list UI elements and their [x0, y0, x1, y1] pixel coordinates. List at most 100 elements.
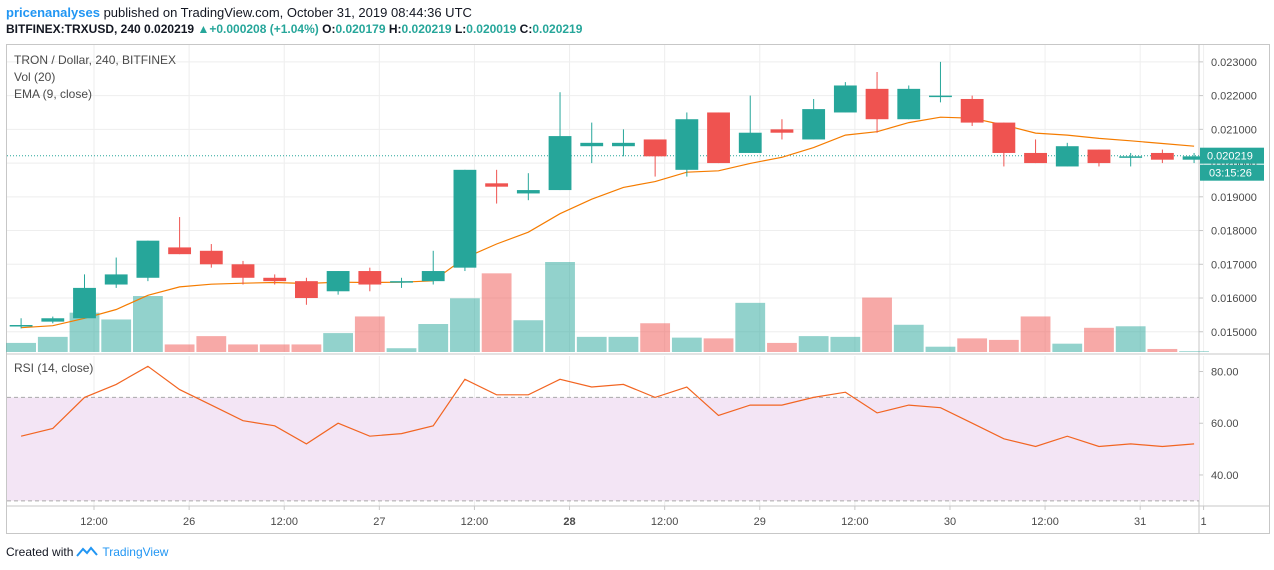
candle-body	[358, 271, 382, 285]
candle-body	[390, 281, 413, 283]
footer: Created with TradingView	[6, 545, 168, 559]
volume-bar	[545, 262, 575, 352]
candle-body	[453, 169, 477, 268]
volume-bar	[862, 297, 892, 352]
volume-bar	[101, 319, 132, 352]
volume-bar	[450, 298, 480, 352]
volume-bar	[767, 342, 797, 352]
candle-body	[675, 119, 699, 170]
candle-body	[326, 271, 350, 292]
legend-ema: EMA (9, close)	[14, 87, 93, 101]
price-tick-label: 0.018000	[1211, 226, 1257, 238]
time-tick-label: 26	[183, 516, 195, 528]
candle-body	[929, 95, 952, 98]
rsi-line	[20, 365, 1195, 448]
candle-body	[168, 247, 192, 255]
published-text: published on TradingView.com, October 31…	[103, 5, 472, 20]
price-tick-label: 0.015000	[1211, 327, 1257, 339]
volume-bar	[6, 342, 36, 352]
volume-bar	[1084, 327, 1114, 352]
volume-bar	[988, 339, 1019, 352]
candle-body	[580, 142, 604, 147]
time-tick-label: 1	[1201, 516, 1207, 528]
tradingview-brand-link[interactable]: TradingView	[102, 545, 169, 559]
price-tick-label: 0.021000	[1211, 124, 1257, 136]
close-value: 0.020219	[532, 22, 583, 36]
volume-bar	[481, 273, 512, 352]
volume-bar	[1147, 348, 1178, 352]
rsi-band	[7, 397, 1199, 501]
time-tick-label: 28	[563, 516, 575, 528]
candle-body	[802, 109, 826, 140]
candle-body	[1087, 149, 1111, 164]
volume-bar	[1115, 326, 1146, 352]
volume-bar	[671, 337, 702, 352]
legend-rsi: RSI (14, close)	[14, 361, 94, 375]
candle-body	[295, 281, 318, 299]
candle-body	[136, 240, 160, 278]
volume-bar	[196, 336, 227, 352]
candle-body	[548, 136, 572, 191]
volume-bar	[576, 336, 607, 352]
candle-body	[1119, 156, 1143, 158]
rsi-tick-label: 60.00	[1211, 418, 1239, 430]
countdown-tag	[1200, 164, 1264, 181]
volume-bar	[164, 344, 195, 352]
high-value: 0.020219	[401, 22, 452, 36]
volume-bar	[798, 336, 829, 352]
volume-bar	[893, 324, 924, 352]
volume-bar	[1052, 343, 1083, 352]
high-label: H:	[388, 22, 402, 36]
symbol-quote-line: BITFINEX:TRXUSD, 240 0.020219 ▲+0.000208…	[6, 22, 582, 36]
candle-body	[104, 274, 128, 285]
current-price-label: 0.020219	[1207, 151, 1253, 163]
candle-body	[992, 122, 1016, 153]
candle-body	[707, 112, 730, 164]
volume-bar	[386, 348, 417, 352]
candle-body	[73, 287, 96, 319]
price-tick-label: 0.017000	[1211, 259, 1257, 271]
volume-bar	[418, 324, 449, 352]
volume-bar	[354, 316, 385, 352]
candle-body	[1055, 146, 1079, 167]
candle-body	[643, 139, 667, 157]
last-price: 0.020219	[144, 22, 195, 36]
candle-body	[1150, 152, 1174, 160]
author-link[interactable]: pricenanalyses	[6, 5, 100, 20]
triangle-up-icon: ▲	[197, 22, 210, 36]
candle-body	[199, 250, 223, 265]
candle-body	[865, 88, 889, 120]
candle-body	[41, 318, 65, 322]
volume-bar	[830, 336, 861, 352]
tradingview-logo-icon	[76, 546, 99, 557]
time-tick-label: 12:00	[841, 516, 869, 528]
candle-body	[1182, 156, 1206, 160]
candle-body	[263, 277, 287, 282]
volume-bar	[925, 346, 956, 352]
candle-body	[770, 129, 794, 133]
price-tick-label: 0.019000	[1211, 192, 1257, 204]
price-tick-label: 0.023000	[1211, 57, 1257, 69]
close-label: C:	[519, 22, 533, 36]
volume-bar	[957, 338, 988, 352]
candle-body	[9, 325, 33, 327]
rsi-tick-label: 80.00	[1211, 367, 1239, 379]
low-label: L:	[454, 22, 467, 36]
volume-bar	[640, 323, 671, 352]
candle-body	[960, 98, 984, 123]
volume-bar	[513, 320, 544, 352]
time-tick-label: 12:00	[80, 516, 108, 528]
volume-bar	[703, 338, 734, 352]
volume-bar	[323, 333, 354, 352]
candle-body	[485, 183, 509, 187]
time-tick-label: 29	[754, 516, 766, 528]
symbol-name: BITFINEX:TRXUSD, 240	[6, 22, 141, 36]
volume-bar	[1020, 316, 1051, 352]
time-tick-label: 12:00	[270, 516, 298, 528]
price-change: +0.000208 (+1.04%)	[209, 22, 319, 36]
volume-bar	[291, 344, 322, 352]
ema-line	[21, 116, 1195, 329]
volume-bar	[228, 344, 258, 352]
candle-body	[833, 85, 857, 113]
